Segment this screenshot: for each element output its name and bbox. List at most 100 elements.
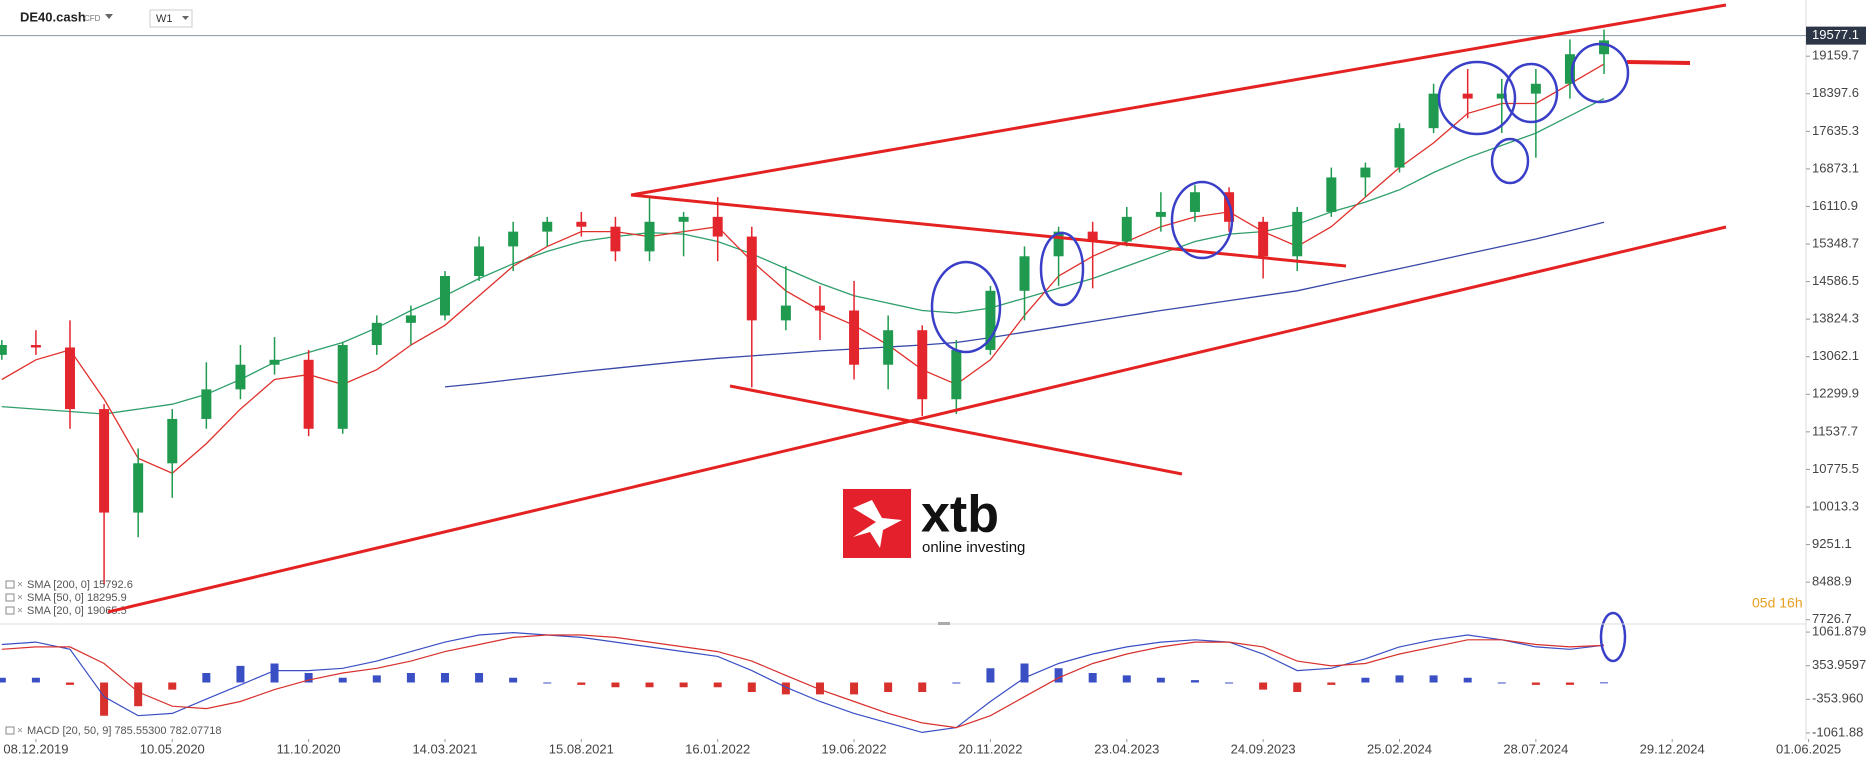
pane-handle[interactable]: [938, 622, 950, 625]
y-tick-label: 7726.7: [1812, 611, 1852, 626]
legend-icon[interactable]: [5, 580, 15, 589]
macd-histogram-bar: [952, 682, 961, 684]
last-price-label: 19577.1: [1812, 27, 1859, 42]
timeframe[interactable]: W1: [156, 13, 173, 25]
macd-histogram-bar: [747, 682, 756, 692]
candle-body: [405, 315, 416, 323]
macd-histogram-bar: [202, 673, 211, 683]
legend-icon[interactable]: [5, 726, 15, 735]
y-tick-label: -1061.88: [1812, 724, 1863, 739]
candle-body: [951, 349, 962, 400]
macd-histogram-bar: [986, 668, 995, 683]
candle-body: [780, 305, 791, 321]
candle-body: [883, 330, 894, 365]
candle-body: [814, 305, 825, 311]
macd-histogram-bar: [406, 673, 415, 683]
macd-histogram-bar: [1497, 682, 1506, 684]
candle-body: [1530, 83, 1541, 94]
macd-histogram-bar: [679, 682, 688, 688]
macd-histogram-bar: [884, 682, 893, 692]
legend-part: SMA [200, 0]: [27, 579, 90, 591]
timeframe-box[interactable]: [149, 9, 193, 28]
timeframe-dropdown[interactable]: [182, 16, 189, 20]
x-tick-label: 16.01.2022: [685, 741, 750, 756]
candle-body: [133, 463, 144, 513]
macd-histogram-bar: [1088, 673, 1097, 683]
symbol[interactable]: DE40.cash: [20, 9, 86, 24]
macd-histogram-bar: [1463, 677, 1472, 683]
candle-body: [235, 364, 246, 390]
macd-histogram-bar: [475, 673, 484, 683]
macd-histogram-bar: [1225, 682, 1234, 684]
symbol-dropdown[interactable]: [105, 14, 113, 19]
y-tick-label: 14586.5: [1812, 273, 1859, 288]
candle-body: [1326, 177, 1337, 212]
candle-body: [474, 246, 485, 277]
y-tick-label: 10775.5: [1812, 461, 1859, 476]
candle-body: [303, 359, 314, 429]
trend-line: [729, 384, 1183, 476]
y-tick-label: 18397.6: [1812, 85, 1859, 100]
instrument-type: CFD: [84, 14, 101, 23]
last-price-tag: [1806, 26, 1866, 45]
candle-body: [1087, 231, 1098, 242]
candle-body: [508, 231, 519, 247]
price-axis: [1806, 0, 1866, 740]
macd-histogram-bar: [1395, 675, 1404, 683]
macd-histogram-bar: [611, 682, 620, 688]
candle-body: [1258, 221, 1269, 257]
candle-body: [1019, 256, 1030, 291]
macd-histogram-bar: [815, 682, 824, 695]
macd-histogram-bar: [850, 682, 859, 695]
y-tick-label: 10013.3: [1812, 498, 1859, 513]
sma-legend: SMA [200, 0] 15792.6: [27, 579, 133, 591]
macd-histogram-bar: [543, 682, 552, 684]
legend-close: ×: [17, 606, 23, 617]
macd-histogram-bar: [509, 677, 518, 683]
y-tick-label: 13062.1: [1812, 348, 1859, 363]
sma-legend: SMA [20, 0] 19065.5: [27, 605, 127, 617]
y-tick-label: 11537.7: [1812, 423, 1858, 438]
x-tick-label: 25.02.2024: [1367, 741, 1432, 756]
legend-icon[interactable]: [5, 606, 15, 615]
sma-line: [444, 221, 1605, 388]
macd-histogram-bar: [645, 682, 654, 688]
y-tick-label: 17635.3: [1812, 123, 1859, 138]
legend-part: SMA [20, 0]: [27, 605, 84, 617]
macd-histogram-bar: [1327, 682, 1336, 685]
macd-histogram-bar: [168, 682, 177, 690]
legend-icon[interactable]: [5, 593, 15, 602]
macd-histogram-bar: [270, 663, 279, 683]
candle-body: [1053, 231, 1064, 257]
macd-histogram-bar: [1020, 663, 1029, 683]
y-tick-label: 16873.1: [1812, 160, 1859, 175]
highlight-circle: [1170, 180, 1234, 260]
candle-body: [1428, 93, 1439, 129]
x-tick-label: 01.06.2025: [1776, 741, 1841, 756]
sma-line: [1, 98, 1605, 415]
legend-close: ×: [17, 580, 23, 591]
macd-histogram-bar: [1531, 682, 1540, 685]
macd-histogram-bar: [1122, 675, 1131, 683]
macd-histogram-bar: [1600, 682, 1609, 684]
candle-body: [576, 221, 587, 227]
macd-signal-line: [1, 634, 1605, 729]
x-tick-label: 24.09.2023: [1231, 741, 1296, 756]
legend-part: MACD [20, 50, 9]: [27, 725, 111, 737]
candle-body: [1155, 211, 1166, 217]
candle-body: [1564, 54, 1575, 84]
legend-part: 785.55300: [114, 725, 166, 737]
highlight-circle: [1039, 231, 1085, 307]
y-tick-label: 15348.7: [1812, 235, 1859, 250]
y-tick-label: 16110.9: [1812, 198, 1858, 213]
trend-line: [630, 3, 1727, 197]
candle-body: [1292, 211, 1303, 257]
candle-body: [99, 409, 110, 513]
macd-histogram-bar: [1293, 682, 1302, 692]
highlight-circle: [1490, 137, 1530, 185]
candle-body: [1121, 216, 1132, 242]
x-tick-label: 28.07.2024: [1503, 741, 1568, 756]
x-tick-label: 15.08.2021: [549, 741, 614, 756]
